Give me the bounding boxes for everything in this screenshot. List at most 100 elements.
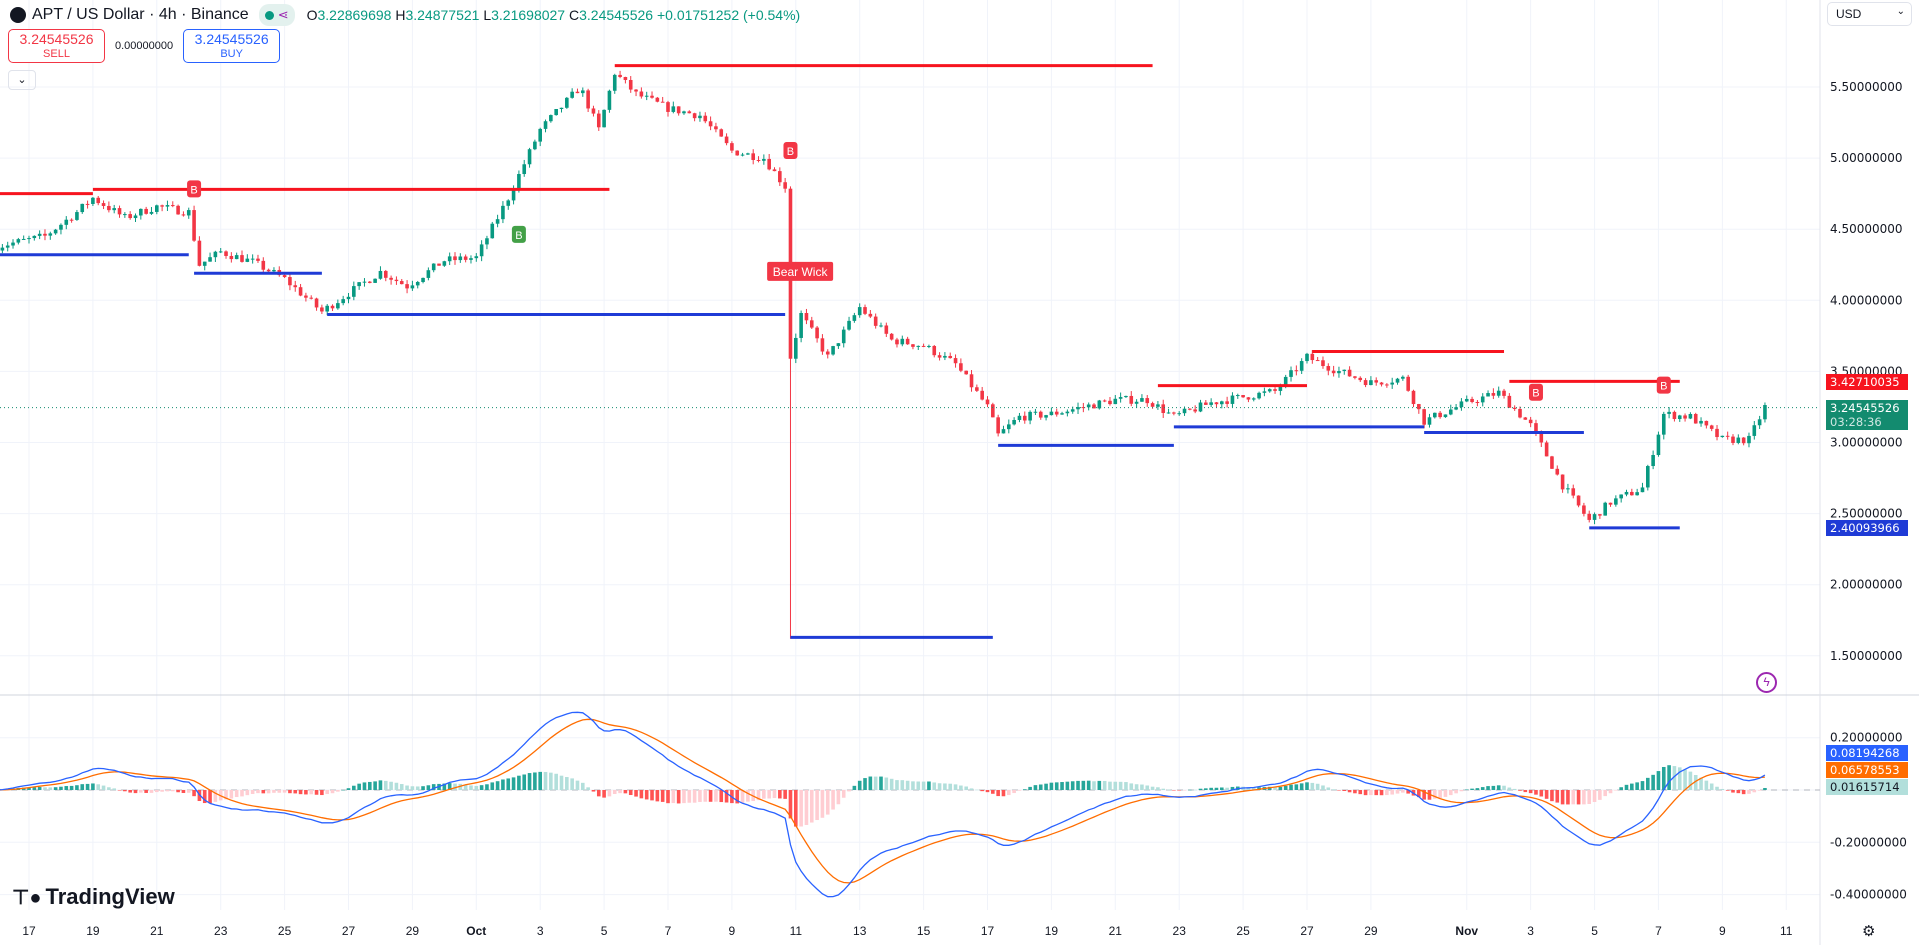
status-pill[interactable]: ⋖ [258,4,295,26]
candle [458,253,463,263]
candle-body [959,363,963,371]
candle-body [1433,412,1437,418]
candle-body [1443,414,1448,418]
settings-icon[interactable]: ⚙ [1862,923,1876,940]
candle [1369,376,1373,386]
candle [1145,394,1150,407]
candle-body [1518,408,1522,418]
macd-histogram-bar [1251,787,1256,790]
candle-body [485,238,489,245]
candle [1688,412,1693,420]
candle [575,88,580,94]
macd-histogram-bar [1102,780,1107,790]
candle [799,310,803,343]
macd-histogram-bar [1113,781,1118,790]
candle [1741,437,1746,446]
candle-body [1214,402,1219,405]
candle [1246,396,1251,403]
macd-histogram-bar [1523,790,1528,793]
macd-histogram-bar [581,782,585,790]
macd-line [0,711,1766,898]
candle [596,110,601,131]
candle [1720,435,1725,438]
symbol-title[interactable]: APT / US Dollar · 4h · Binance [32,6,249,23]
candle [1619,494,1623,503]
candle-body [272,269,276,272]
macd-histogram-bar [1582,790,1586,805]
candle [447,252,452,266]
macd-histogram-bar [1651,774,1655,790]
macd-histogram-bar [975,789,979,791]
candle [1683,413,1687,422]
time-tick: 7 [665,924,672,938]
candle-body [1241,395,1245,398]
candle-body [394,279,399,282]
macd-tick: -0.40000000 [1830,888,1907,902]
macd-histogram-bar [1022,789,1027,790]
candle-body [298,287,303,296]
macd-histogram-bar [852,785,857,790]
candle-body [128,214,132,219]
candle-body [1715,428,1719,438]
candle [570,88,574,99]
macd-histogram-bar [943,783,947,790]
candle-body [85,203,90,205]
candle-body [735,150,740,156]
macd-histogram-bar [410,786,415,790]
candle-body [841,329,846,344]
candle-body [762,158,766,161]
price-tick: 2.50000000 [1830,507,1903,521]
candle-body [1395,378,1400,383]
candle [804,308,809,325]
candle-body [1321,360,1325,367]
lightning-icon[interactable]: ϟ [1756,672,1777,693]
macd-histogram-bar [1464,789,1469,790]
candle [714,122,718,133]
candle [1081,402,1086,413]
macd-histogram-bar [1693,775,1698,790]
candle [1161,399,1166,418]
candle [1060,411,1064,415]
buy-button[interactable]: 3.24545526 BUY [183,29,281,63]
candle-body [1033,411,1038,413]
macd-histogram-bar [1544,790,1549,799]
candle-body [1502,390,1506,396]
macd-histogram-bar [1081,780,1086,790]
candle-body [1528,419,1533,424]
candle [1097,399,1102,410]
tradingview-logo[interactable]: ⊤● TradingView [12,884,175,909]
candle-body [740,154,745,156]
candle [1576,495,1581,508]
candle-body [304,295,308,298]
macd-histogram-bar [1161,788,1166,790]
candle [1321,356,1325,369]
candle [905,336,910,345]
candle [149,206,154,215]
last-price-tag: 3.24545526 03:28:36 [1826,400,1908,430]
candle [916,345,921,351]
candle [96,195,101,206]
candle [1672,410,1677,422]
candle-body [1401,376,1405,379]
candle [719,128,724,137]
candle [1693,412,1698,424]
candle-body [1614,498,1618,505]
candle-body [565,97,569,108]
signal-marker-sell: B [1656,376,1671,394]
candle-body [1044,415,1048,418]
candle [1038,410,1043,420]
candle [1385,383,1389,388]
sell-button[interactable]: 3.24545526 SELL [8,29,105,63]
candle-body [1150,403,1155,407]
candle [628,76,633,93]
candle-body [240,255,244,262]
macd-histogram-bar [873,776,878,790]
candle [421,277,425,284]
currency-select[interactable]: USD ⌄ [1827,2,1912,26]
candle [1550,455,1554,469]
collapse-button[interactable]: ⌄ [8,70,36,90]
macd-histogram-bar [1182,790,1187,791]
candle-body [139,208,143,216]
candle-body [1379,382,1384,385]
